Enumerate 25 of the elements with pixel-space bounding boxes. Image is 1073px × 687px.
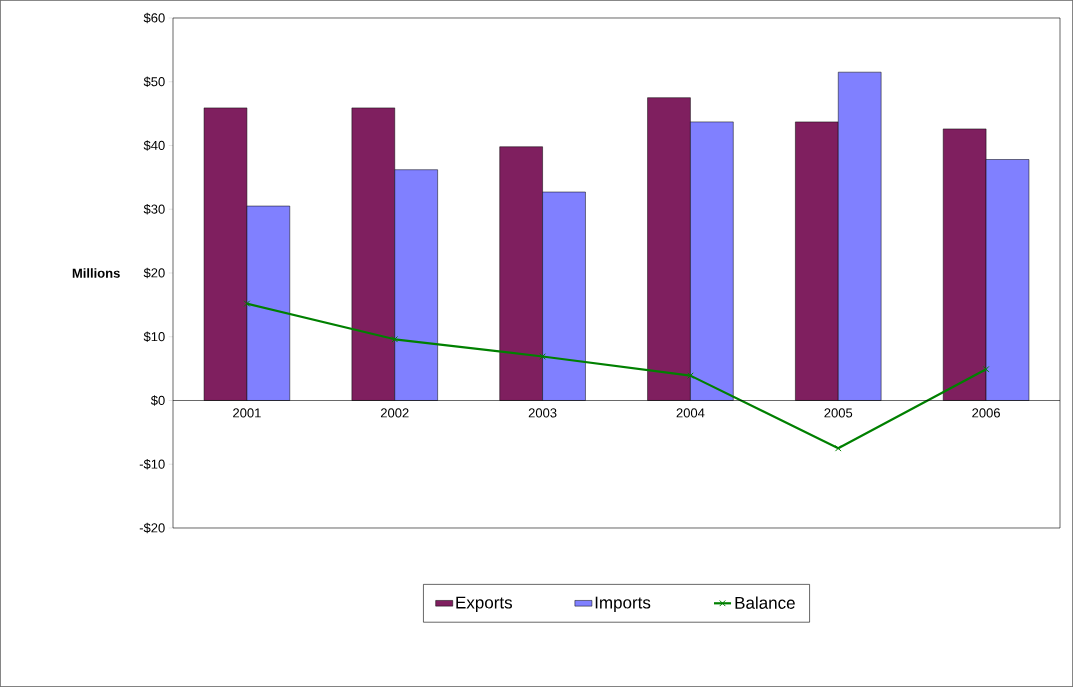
y-axis-title: Millions: [72, 268, 120, 278]
y-tick-label: $10: [143, 331, 165, 342]
y-tick-label: -$20: [139, 522, 165, 534]
y-tick-label: $50: [143, 76, 165, 87]
y-tick-label: $60: [143, 12, 165, 24]
point: [391, 335, 399, 343]
x-tick-label: 2005: [824, 408, 853, 418]
point: [539, 353, 546, 360]
y-tick-label: $20: [143, 267, 165, 279]
x-tick-label: 2006: [972, 408, 1000, 418]
point: [982, 365, 990, 373]
y-tick-label: -$10: [139, 458, 165, 470]
y-tick-label: $40: [143, 140, 165, 151]
y-tick-label: $0: [150, 395, 165, 406]
x-tick-label: 2002: [380, 408, 409, 418]
legend-label: Balance: [735, 596, 795, 609]
x-tick-label: 2001: [233, 408, 261, 418]
legend-label: Exports: [456, 596, 513, 612]
point: [834, 444, 842, 452]
x-tick-label: 2003: [528, 408, 557, 418]
legend-label: Imports: [595, 596, 651, 612]
point: [687, 372, 694, 379]
point: [243, 300, 251, 307]
x-tick-label: 2004: [676, 408, 705, 418]
y-tick-label: $30: [143, 203, 165, 215]
